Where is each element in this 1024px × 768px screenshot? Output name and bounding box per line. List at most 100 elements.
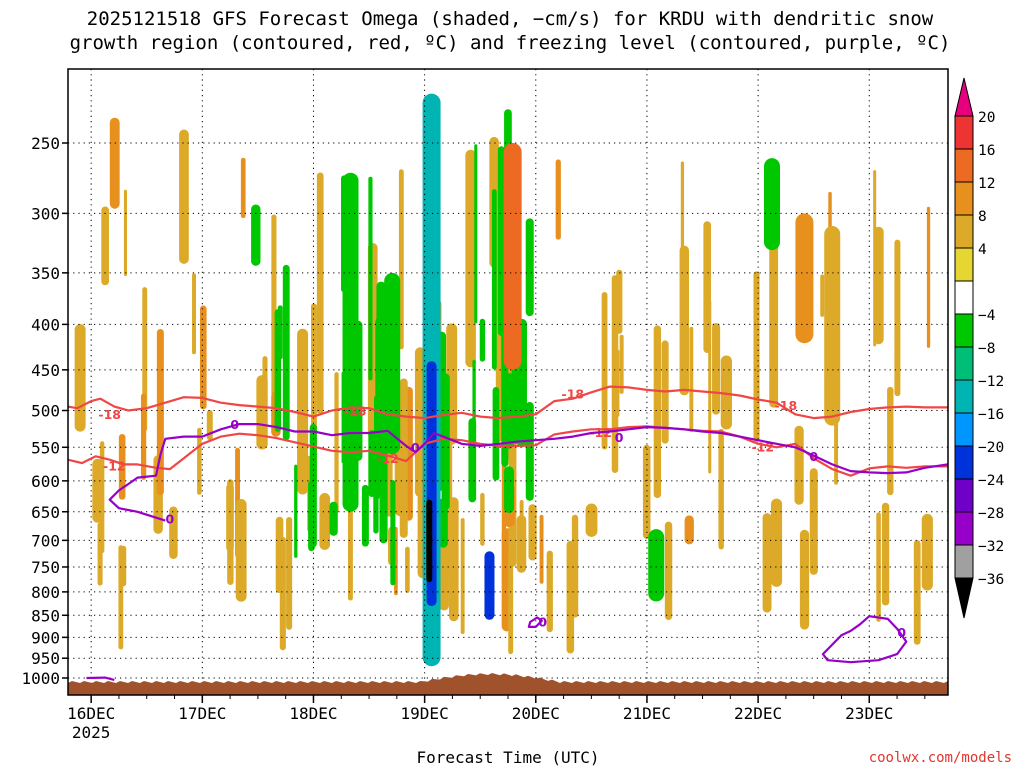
x-tick-label: 20DEC: [512, 704, 560, 723]
omega-streak: [894, 239, 901, 397]
omega-streak: [368, 176, 373, 381]
y-tick-label: 750: [31, 558, 60, 577]
x-tick-label: 17DEC: [178, 704, 226, 723]
omega-streak: [206, 409, 213, 441]
omega-streak: [718, 428, 724, 550]
omega-feature: [384, 272, 401, 455]
omega-streak: [275, 516, 284, 594]
colorbar-label: −4: [978, 308, 996, 324]
omega-streak: [97, 522, 103, 586]
x-tick-label: 16DEC: [67, 704, 115, 723]
x-axis-title: Forecast Time (UTC): [416, 748, 599, 767]
omega-streak: [240, 157, 246, 219]
colorbar-bin: [954, 379, 974, 414]
omega-streak: [703, 221, 712, 354]
omega-streak: [468, 418, 477, 503]
x-tick-label: 19DEC: [401, 704, 449, 723]
colorbar-bin: [954, 511, 974, 546]
omega-streak: [809, 468, 818, 575]
omega-streak: [156, 329, 164, 496]
omega-streak: [294, 464, 298, 558]
omega-streak: [525, 218, 534, 317]
omega-streak: [820, 274, 825, 317]
omega-streak: [74, 324, 86, 432]
contour-0-loop-22dec: [821, 615, 908, 664]
omega-streak: [169, 506, 178, 560]
omega-streak: [474, 144, 478, 324]
contour-label: 0: [230, 417, 239, 432]
omega-streak: [179, 129, 189, 264]
omega-streak: [465, 149, 476, 368]
y-tick-label: 300: [31, 204, 60, 223]
contour-label: 0: [411, 440, 420, 455]
omega-streak: [753, 271, 760, 443]
colorbar-bin: [954, 181, 974, 216]
contour-label: -18: [562, 387, 585, 402]
omega-streak: [118, 434, 126, 500]
omega-streak: [479, 318, 486, 362]
y-tick-label: 700: [31, 531, 60, 550]
omega-streak: [873, 226, 884, 345]
omega-streak: [921, 513, 933, 591]
y-axis: 250 300 350 400 450 500 550 600 650 700 750 800 850 9…: [21, 134, 68, 688]
omega-streak: [123, 189, 128, 276]
omega-streak: [376, 281, 386, 441]
omega-streak: [334, 372, 339, 513]
x-tick-label: 22DEC: [734, 704, 782, 723]
colorbar-label: 20: [978, 110, 995, 126]
omega-streak: [399, 378, 408, 538]
omega-streak: [504, 466, 514, 514]
omega-streak: [519, 499, 524, 565]
colorbar-label: 8: [978, 209, 987, 225]
colorbar-label: −28: [978, 506, 1004, 522]
omega-streak: [881, 502, 890, 606]
omega-streak: [926, 206, 931, 348]
omega-streak: [799, 529, 810, 630]
omega-streak: [679, 245, 689, 396]
omega-streak: [642, 444, 651, 539]
omega-streak: [887, 386, 894, 496]
omega-streak: [619, 334, 624, 394]
contour-label: 0: [538, 614, 547, 629]
colorbar-bin: [954, 445, 974, 480]
omega-streak: [762, 513, 772, 613]
omega-streak: [441, 373, 450, 511]
y-tick-label: 500: [31, 402, 60, 421]
colorbar-bin: [954, 346, 974, 381]
y-tick-label: 950: [31, 649, 60, 668]
contour-0-loop-20dec: [527, 616, 543, 628]
contour-label: 0: [166, 511, 175, 526]
omega-streak: [508, 550, 514, 655]
omega-streak: [197, 427, 202, 495]
y-tick-label: 1000: [21, 669, 60, 688]
omega-streak: [329, 501, 338, 536]
colorbar-label: −36: [978, 572, 1004, 588]
omega-streak: [876, 512, 881, 622]
colorbar-label: −24: [978, 473, 1004, 489]
colorbar-label: 4: [978, 242, 987, 258]
omega-streak: [689, 326, 694, 432]
y-tick-label: 650: [31, 503, 60, 522]
x-tick-label: 21DEC: [623, 704, 671, 723]
omega-streak: [571, 514, 579, 618]
colorbar-bin: [954, 478, 974, 513]
contour-0: [108, 423, 948, 522]
omega-streak: [405, 546, 410, 593]
omega-streak: [769, 199, 779, 408]
omega-streak: [449, 485, 453, 557]
gridlines: [68, 69, 948, 695]
omega-feature: [484, 551, 495, 620]
omega-streak: [585, 503, 598, 537]
credit-text: coolwx.com/models: [869, 750, 1012, 766]
omega-streak: [109, 117, 120, 209]
omega-streak: [460, 518, 465, 634]
colorbar-label: 16: [978, 143, 995, 159]
omega-streak: [140, 393, 147, 480]
y-tick-label: 350: [31, 264, 60, 283]
y-tick-label: 900: [31, 628, 60, 647]
omega-streak: [615, 349, 620, 417]
